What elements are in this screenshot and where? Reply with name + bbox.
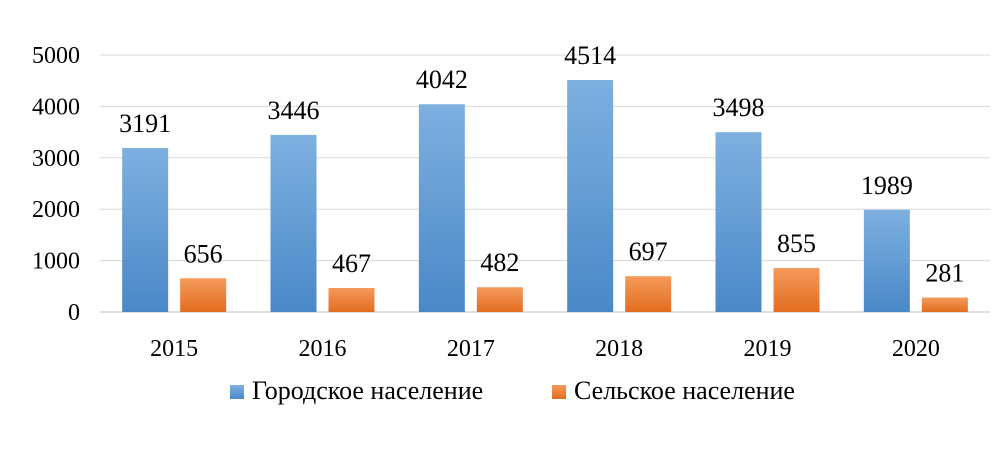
bars [122, 79, 968, 312]
x-tick-label: 2015 [150, 336, 198, 362]
data-label: 281 [925, 259, 964, 288]
bar-urban-2020 [863, 209, 910, 312]
gridlines [100, 54, 990, 313]
data-label: 656 [184, 239, 223, 268]
x-tick-label: 2018 [595, 336, 643, 362]
legend: Городское население Сельское население [230, 376, 795, 405]
bar-rural-2018 [625, 276, 672, 312]
y-axis: 0 1000 2000 3000 4000 5000 [32, 43, 80, 326]
data-label: 4514 [564, 41, 616, 70]
bar-rural-2019 [773, 268, 820, 312]
data-label: 4042 [416, 65, 468, 94]
data-label: 467 [332, 249, 371, 278]
bar-rural-2017 [476, 287, 523, 312]
data-label: 855 [777, 229, 816, 258]
data-label: 482 [480, 248, 519, 277]
data-label: 3191 [119, 109, 171, 138]
x-tick-label: 2017 [447, 336, 495, 362]
y-tick-label: 4000 [32, 94, 80, 120]
x-tick-label: 2020 [892, 336, 940, 362]
y-tick-label: 5000 [32, 43, 80, 69]
bar-urban-2015 [122, 147, 169, 312]
x-tick-label: 2019 [744, 336, 792, 362]
legend-label: Городское население [252, 376, 483, 405]
bar-urban-2016 [270, 134, 317, 312]
x-axis: 2015 2016 2017 2018 2019 2020 [150, 336, 940, 362]
data-labels: 3191 656 3446 467 4042 482 4514 697 3498 855 1989 2… [119, 41, 964, 288]
data-label: 697 [629, 237, 668, 266]
bar-urban-2018 [567, 79, 614, 312]
data-label: 3498 [713, 93, 765, 122]
y-tick-label: 3000 [32, 146, 80, 172]
bar-urban-2017 [418, 104, 465, 312]
legend-label: Сельское население [574, 376, 795, 405]
y-tick-label: 1000 [32, 249, 80, 275]
y-tick-label: 2000 [32, 197, 80, 223]
bar-rural-2016 [328, 287, 375, 312]
y-tick-label: 0 [68, 300, 80, 326]
bar-rural-2015 [180, 278, 227, 312]
legend-swatch [552, 385, 566, 399]
data-label: 3446 [268, 96, 320, 125]
legend-swatch [230, 385, 244, 399]
data-label: 1989 [861, 171, 913, 200]
bar-rural-2020 [921, 297, 968, 312]
x-tick-label: 2016 [299, 336, 347, 362]
bar-urban-2019 [715, 132, 762, 312]
